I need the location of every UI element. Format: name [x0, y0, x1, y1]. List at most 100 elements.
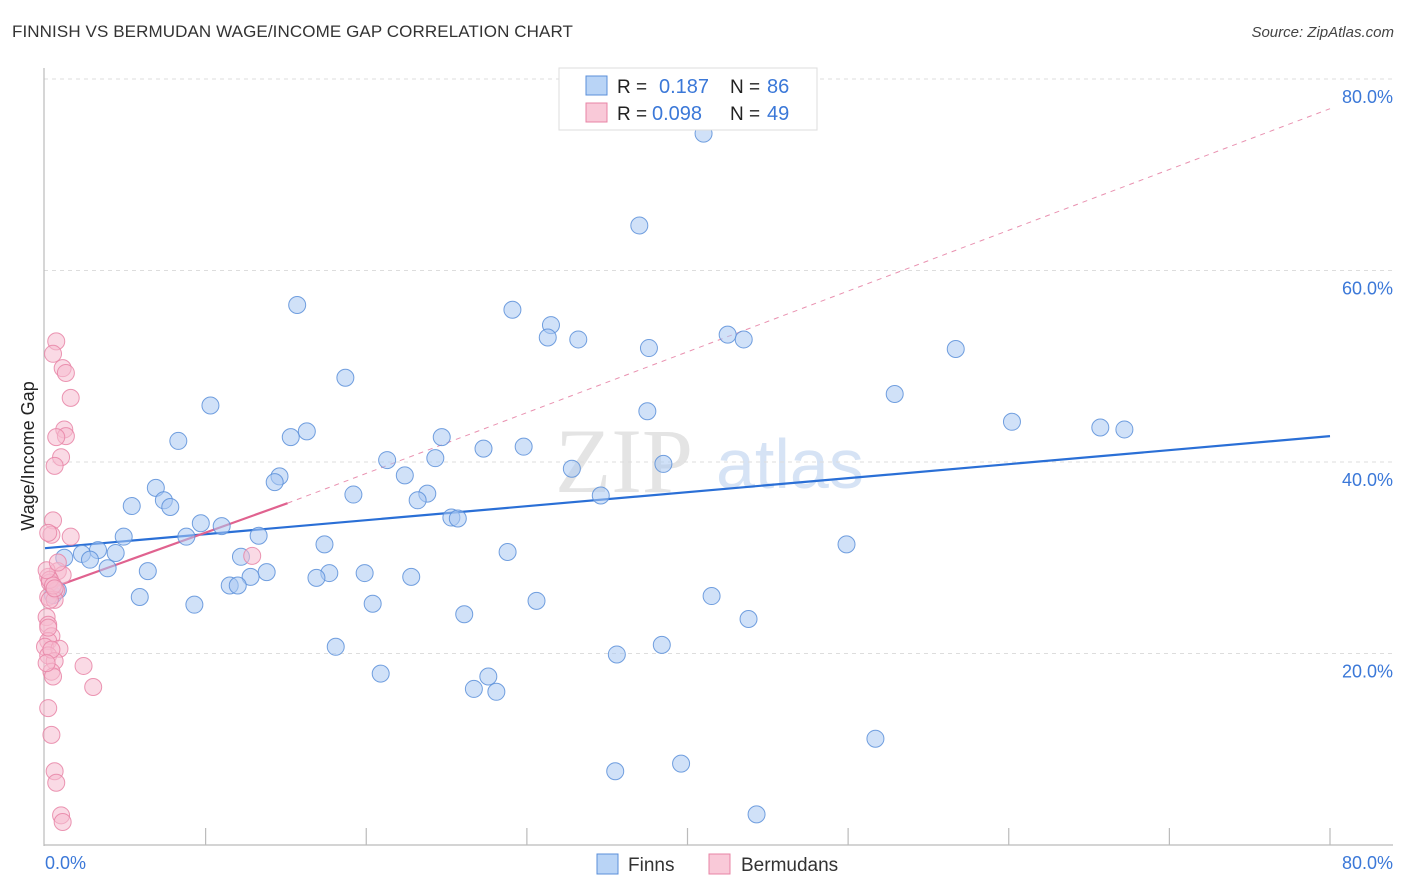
- finns-point: [177, 527, 196, 546]
- finns-point: [241, 567, 260, 586]
- finns-point: [288, 295, 307, 314]
- finns-point: [630, 216, 649, 235]
- finns-n-value: 86: [767, 76, 789, 98]
- bermudans-point: [53, 813, 72, 832]
- y-tick-label: 80.0%: [1342, 87, 1393, 107]
- finns-point: [1002, 412, 1021, 431]
- x-tick-label-min: 0.0%: [45, 853, 86, 873]
- finns-point: [1115, 420, 1134, 439]
- bermudans-point: [48, 553, 67, 572]
- finns-point: [432, 428, 451, 447]
- series-legend: Finns Bermudans: [596, 853, 838, 876]
- data-points: [36, 124, 1134, 832]
- finns-point: [503, 300, 522, 319]
- finns-point: [402, 567, 421, 586]
- finns-point: [866, 729, 885, 748]
- finns-point: [747, 805, 766, 824]
- finns-point: [837, 535, 856, 554]
- finns-point: [191, 514, 210, 533]
- source-label: Source: ZipAtlas.com: [1251, 24, 1394, 41]
- finns-point: [638, 402, 657, 421]
- finns-point: [672, 754, 691, 773]
- finns-point: [514, 437, 533, 456]
- finns-point: [185, 595, 204, 614]
- finns-point: [474, 439, 493, 458]
- finns-point: [130, 588, 149, 607]
- finns-point: [734, 330, 753, 349]
- finns-point: [702, 587, 721, 606]
- finns-swatch: [585, 75, 608, 96]
- finns-point: [498, 543, 517, 562]
- gridlines: [44, 78, 1393, 654]
- y-tick-labels: 20.0% 40.0% 60.0% 80.0%: [1342, 87, 1393, 682]
- finns-point: [228, 576, 247, 595]
- watermark-atlas: atlas: [716, 425, 864, 503]
- trend-lines: [44, 108, 1331, 592]
- y-axis-label: Wage/Income Gap: [18, 381, 38, 530]
- finns-point: [122, 497, 141, 516]
- finns-legend-label: Finns: [628, 855, 674, 876]
- bermudans-point: [61, 527, 80, 546]
- y-tick-label: 60.0%: [1342, 279, 1393, 299]
- bermudans-r-label: R =: [617, 104, 647, 125]
- x-tick-label-max: 80.0%: [1342, 853, 1393, 873]
- finns-point: [257, 563, 276, 582]
- finns-point: [885, 385, 904, 404]
- finns-point: [114, 527, 133, 546]
- finns-point: [639, 339, 658, 358]
- bermudans-point: [47, 773, 66, 792]
- finns-point: [106, 543, 125, 562]
- finns-point: [161, 498, 180, 517]
- finns-point: [281, 428, 300, 447]
- finns-point: [426, 449, 445, 468]
- finns-point: [946, 340, 965, 359]
- bermudans-point: [44, 344, 63, 363]
- finns-point: [138, 562, 157, 581]
- finns-point: [718, 325, 737, 344]
- finns-point: [487, 682, 506, 701]
- y-tick-label: 40.0%: [1342, 470, 1393, 490]
- finns-point: [607, 645, 626, 664]
- legend-item-bermudans[interactable]: Bermudans: [708, 853, 838, 876]
- finns-point: [527, 591, 546, 610]
- finns-point: [169, 431, 188, 450]
- finns-point: [464, 679, 483, 698]
- bermudans-point: [42, 725, 61, 744]
- watermark: ZIP atlas: [555, 410, 864, 512]
- finns-point: [606, 762, 625, 781]
- finns-point: [201, 396, 220, 415]
- bermudans-point: [45, 579, 64, 598]
- legend-item-finns[interactable]: Finns: [596, 853, 674, 876]
- finns-point: [538, 328, 557, 347]
- finns-point: [408, 491, 427, 510]
- finns-point: [297, 422, 316, 441]
- bermudans-n-value: 49: [767, 103, 789, 125]
- finns-point: [265, 473, 284, 492]
- bermudans-r-value: 0.098: [652, 103, 702, 125]
- finns-point: [212, 517, 231, 536]
- finns-point: [249, 526, 268, 545]
- finns-point: [336, 368, 355, 387]
- finns-point: [479, 667, 498, 686]
- finns-point: [363, 594, 382, 613]
- finns-point: [98, 559, 117, 578]
- finns-r-value: 0.187: [659, 76, 709, 98]
- bermudans-point: [56, 363, 75, 382]
- finns-point: [1091, 418, 1110, 437]
- finns-point: [395, 466, 414, 485]
- finns-point: [378, 451, 397, 470]
- finns-point: [355, 564, 374, 583]
- finns-r-label: R =: [617, 77, 647, 98]
- finns-point: [652, 635, 671, 654]
- bermudans-point: [74, 656, 93, 675]
- bermudans-point: [37, 654, 56, 673]
- finns-point: [591, 486, 610, 505]
- finns-point: [80, 550, 99, 569]
- finns-point: [307, 568, 326, 587]
- chart-title: FINNISH VS BERMUDAN WAGE/INCOME GAP CORR…: [12, 22, 574, 41]
- bermudans-point: [39, 523, 58, 542]
- finns-point: [569, 330, 588, 349]
- finns-point: [315, 535, 334, 554]
